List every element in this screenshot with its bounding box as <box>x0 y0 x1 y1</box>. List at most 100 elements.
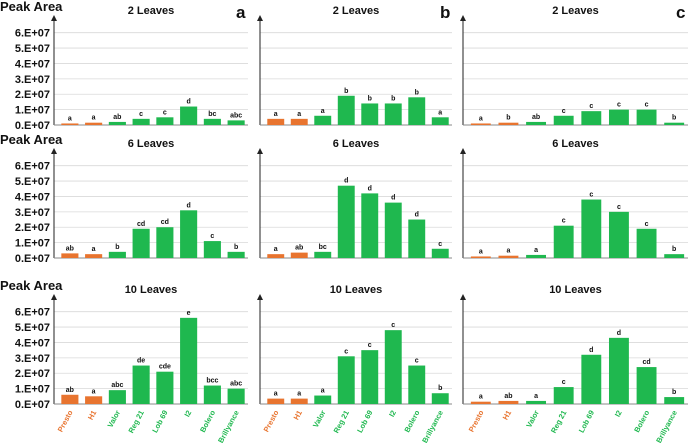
bar <box>526 254 547 258</box>
significance-letter: a <box>479 394 483 401</box>
significance-letter: a <box>506 248 510 255</box>
bar <box>156 371 174 404</box>
bar <box>636 228 657 258</box>
bar <box>361 350 379 404</box>
bar <box>61 253 79 258</box>
x-tick-label: H1 <box>86 409 98 422</box>
x-tick-label: Lob 69 <box>150 409 169 435</box>
significance-letter: b <box>344 88 348 95</box>
bar <box>384 103 402 125</box>
bar <box>431 393 449 404</box>
significance-letter: a <box>321 108 325 115</box>
significance-letter: c <box>562 218 566 225</box>
y-tick-label: 0.E+07 <box>15 399 50 411</box>
bar <box>361 103 379 125</box>
significance-letter: a <box>274 391 278 398</box>
significance-letter: b <box>415 89 419 96</box>
bar <box>498 255 519 258</box>
significance-letter: a <box>92 246 96 253</box>
y-tick-label: 6.E+07 <box>15 161 50 173</box>
bar <box>108 251 126 258</box>
significance-letter: a <box>438 109 442 116</box>
chart-title: 2 Leaves <box>552 5 598 17</box>
y-tick-label: 4.E+07 <box>15 58 50 70</box>
x-tick-label: Reg 21 <box>126 409 145 435</box>
axis-arrow <box>257 294 263 300</box>
x-tick-label: I2 <box>613 409 624 419</box>
chart-title: 6 Leaves <box>128 138 174 150</box>
bar <box>85 254 103 258</box>
significance-letter: a <box>479 248 483 255</box>
significance-letter: ab <box>504 393 512 400</box>
bar <box>108 390 126 404</box>
axis-arrow <box>460 294 466 300</box>
significance-letter: a <box>274 111 278 118</box>
bar <box>664 254 685 258</box>
y-tick-label: 3.E+07 <box>15 207 50 219</box>
bar <box>132 228 150 258</box>
x-tick-label: Reg 21 <box>332 409 351 435</box>
significance-letter: c <box>617 204 621 211</box>
significance-letter: a <box>92 388 96 395</box>
significance-letter: d <box>186 99 190 106</box>
significance-letter: abc <box>230 381 242 388</box>
bar <box>431 117 449 125</box>
axis-arrow <box>51 15 57 21</box>
bar <box>180 210 198 258</box>
significance-letter: c <box>368 342 372 349</box>
y-tick-label: 3.E+07 <box>15 353 50 365</box>
x-tick-label: Presto <box>56 408 75 433</box>
significance-letter: b <box>506 115 510 122</box>
y-tick-label: 5.E+07 <box>15 176 50 188</box>
bar <box>498 400 519 404</box>
x-tick-label: Presto <box>262 408 281 433</box>
bar <box>581 354 602 404</box>
significance-letter: d <box>589 347 593 354</box>
bar <box>553 387 574 404</box>
y-tick-label: 4.E+07 <box>15 337 50 349</box>
x-tick-label: Presto <box>467 408 486 433</box>
significance-letter: cd <box>161 219 169 226</box>
x-tick-label: Bolero <box>198 408 217 434</box>
significance-letter: c <box>163 109 167 116</box>
bar <box>384 330 402 404</box>
y-tick-label: 2.E+07 <box>15 222 50 234</box>
axis-arrow <box>51 148 57 154</box>
y-tick-label: 4.E+07 <box>15 191 50 203</box>
bar <box>267 254 285 258</box>
significance-letter: d <box>617 330 621 337</box>
y-axis-title: Peak Area <box>0 0 63 14</box>
bar <box>227 120 245 125</box>
x-tick-label: Valor <box>106 409 123 429</box>
bar <box>314 395 332 404</box>
significance-letter: c <box>438 241 442 248</box>
axis-arrow <box>257 15 263 21</box>
bar <box>553 115 574 125</box>
x-tick-label: I2 <box>387 409 398 419</box>
chart-title: 10 Leaves <box>330 284 383 296</box>
bar <box>581 111 602 125</box>
significance-letter: c <box>415 358 419 365</box>
x-tick-label: H1 <box>501 409 513 422</box>
bar <box>61 123 79 125</box>
y-tick-label: 6.E+07 <box>15 307 50 319</box>
significance-letter: b <box>672 115 676 122</box>
significance-letter: c <box>562 379 566 386</box>
significance-letter: abc <box>111 382 123 389</box>
significance-letter: b <box>115 244 119 251</box>
significance-letter: bc <box>208 111 216 118</box>
significance-letter: a <box>321 388 325 395</box>
significance-letter: ab <box>295 245 303 252</box>
significance-letter: c <box>344 348 348 355</box>
significance-letter: c <box>562 108 566 115</box>
chart-title: 2 Leaves <box>128 5 174 17</box>
axis-arrow <box>460 148 466 154</box>
x-tick-label: Brillyance <box>654 409 679 443</box>
significance-letter: cd <box>137 221 145 228</box>
bar <box>156 117 174 125</box>
bar <box>470 123 491 125</box>
bar <box>314 251 332 258</box>
bar <box>132 365 150 404</box>
bar <box>431 248 449 258</box>
y-tick-label: 0.E+07 <box>15 120 50 132</box>
